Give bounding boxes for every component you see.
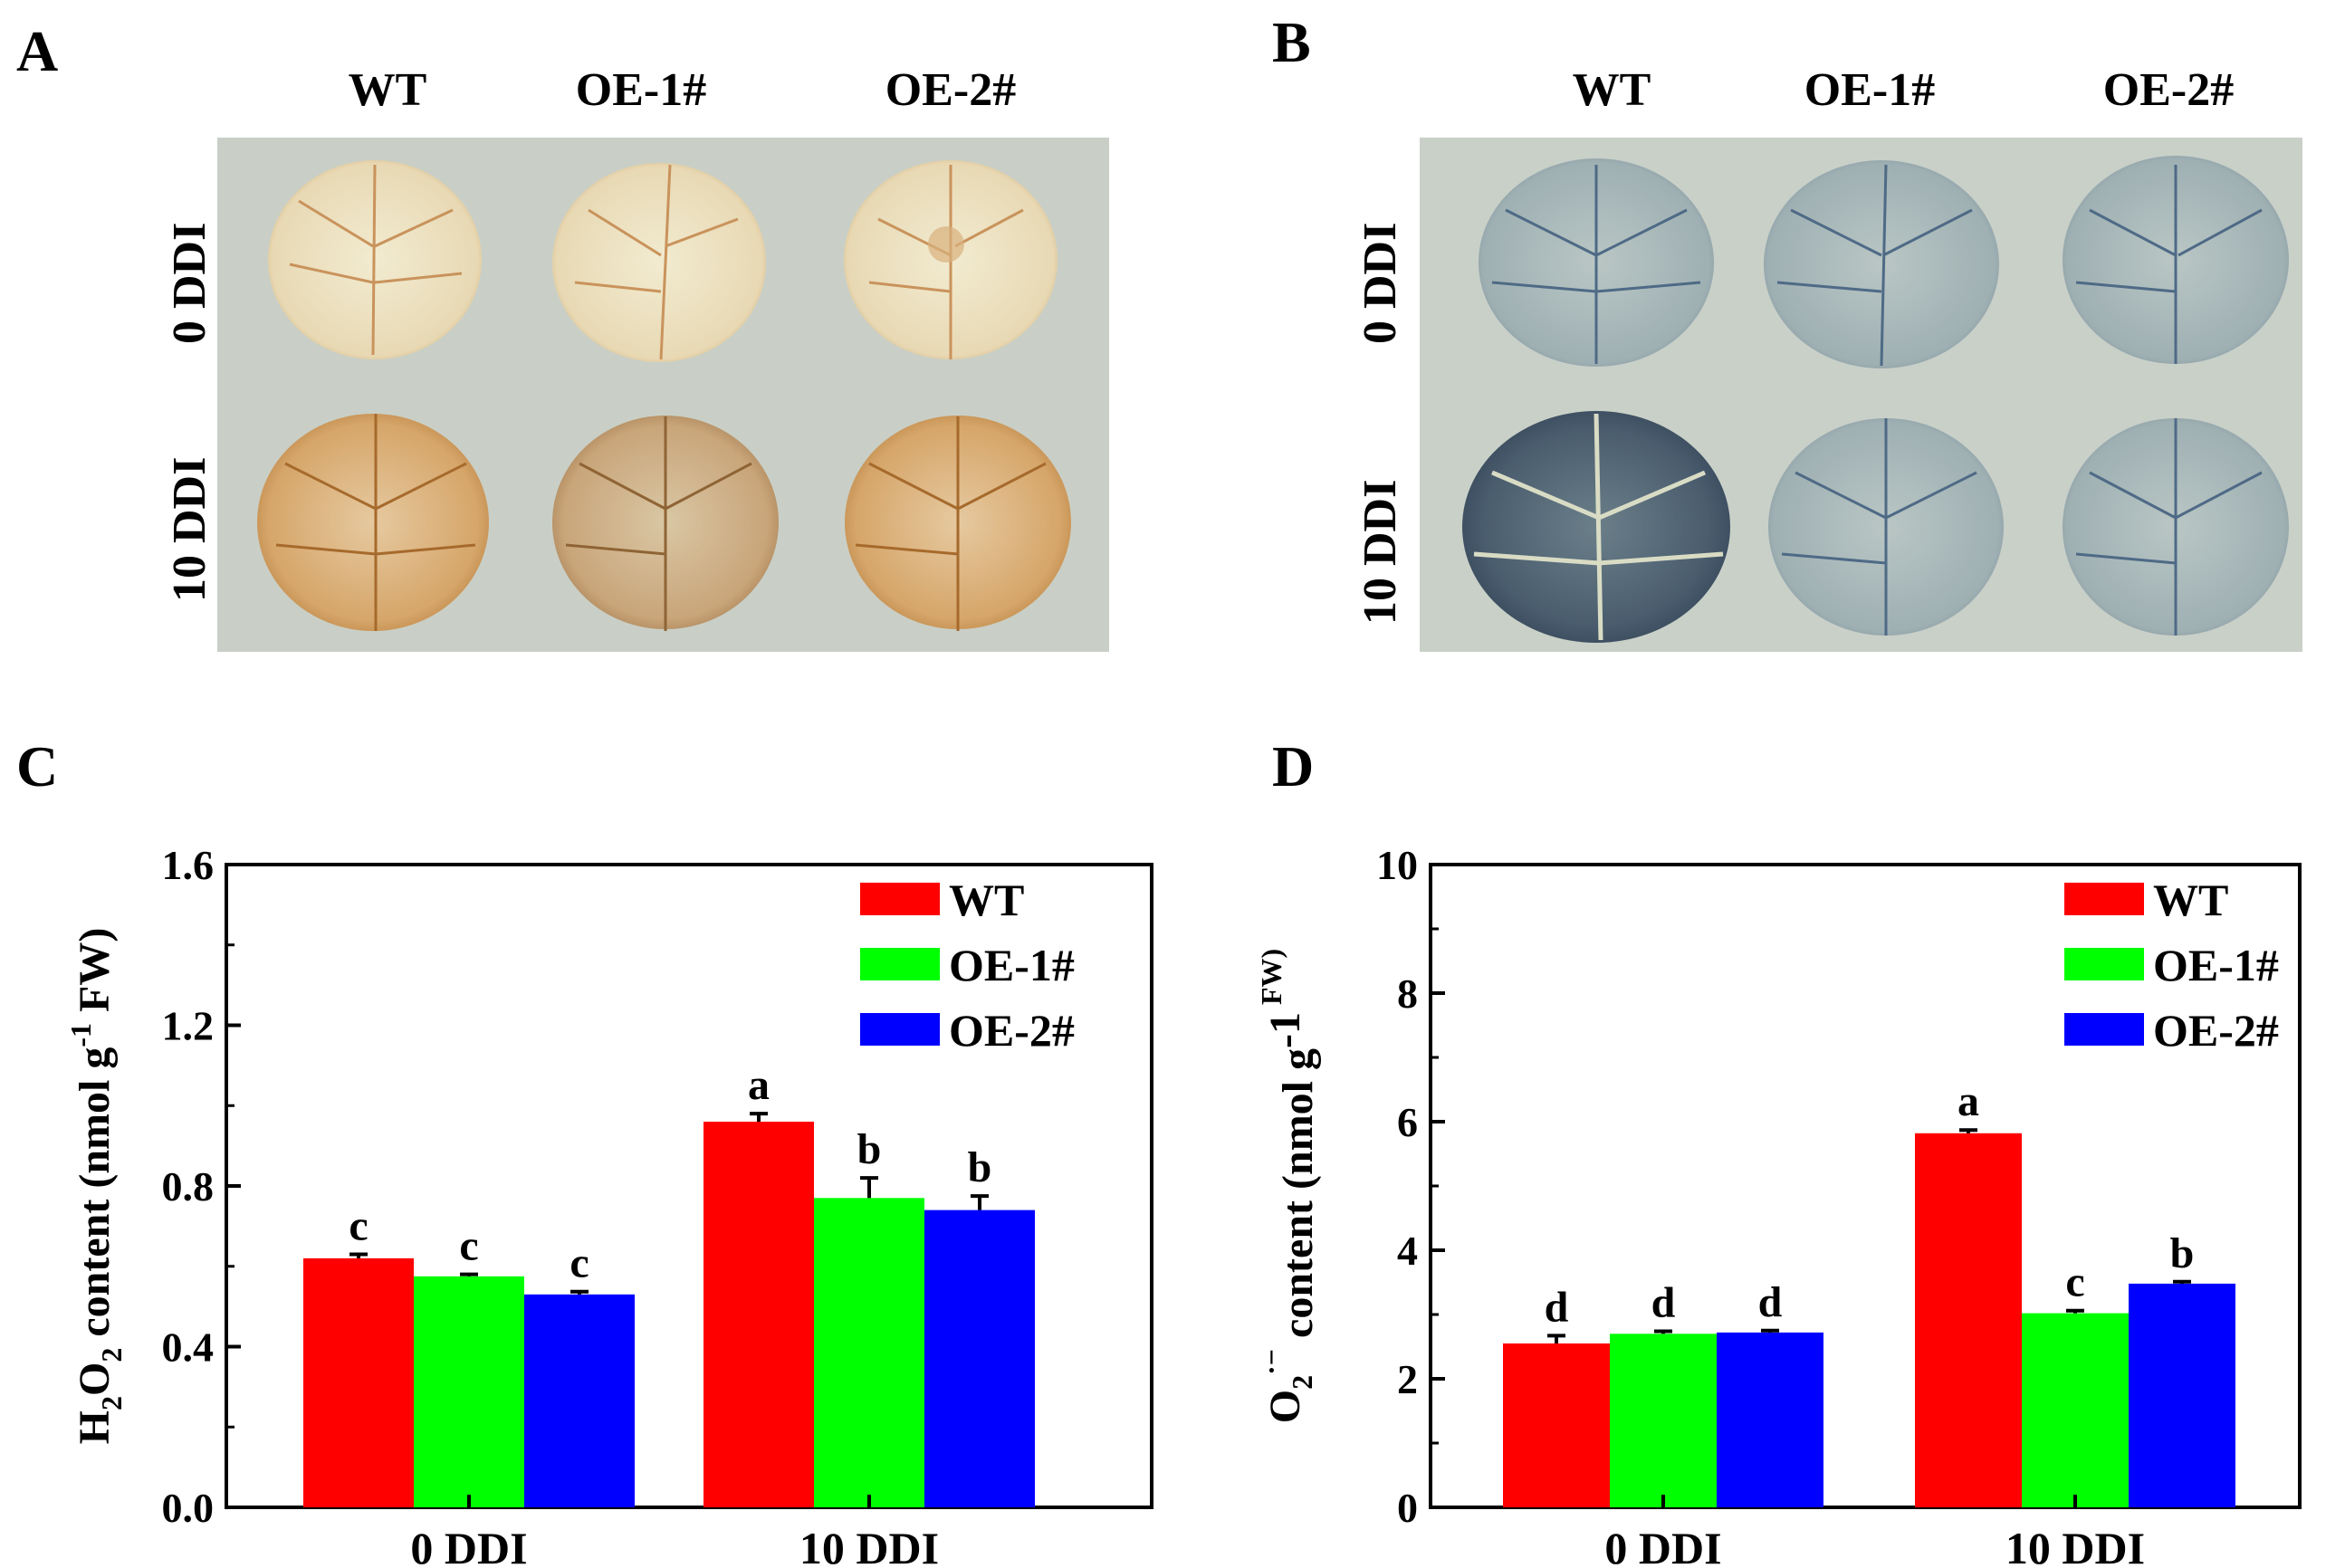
panel-a-photo xyxy=(217,138,1109,652)
chart-c-sig-letter: c xyxy=(459,1222,478,1270)
chart-d-bar-oe2-1 xyxy=(2129,1283,2235,1507)
chart-c-ytick-label: 1.2 xyxy=(162,1003,215,1049)
panel-b-col-oe1: OE-1# xyxy=(1804,64,1936,116)
chart-d-ylabel-part: O xyxy=(1261,1390,1309,1423)
chart-c-bar-oe2-1 xyxy=(924,1209,1035,1507)
chart-c-bar-wt-0 xyxy=(303,1257,414,1507)
chart-d-sig-letter: b xyxy=(2170,1229,2195,1277)
chart-d-ylabel-part: 2 xyxy=(1286,1375,1318,1390)
chart-c-legend-label: OE-2# xyxy=(949,1005,1075,1056)
chart-d-legend-label: OE-2# xyxy=(2153,1005,2279,1056)
chart-d-legend-swatch xyxy=(2064,948,2144,980)
chart-c-sig-letter: c xyxy=(349,1201,368,1249)
panel-b-leaf-wt-0ddi xyxy=(1479,158,1714,367)
chart-d-sig-letter: a xyxy=(1957,1077,1979,1125)
chart-d-legend-swatch xyxy=(2064,1013,2144,1046)
panel-a-leaf-wt-10ddi xyxy=(257,414,489,631)
panel-a-leaf-oe1-0ddi xyxy=(552,163,766,362)
panel-a-leaf-oe1-10ddi xyxy=(552,416,779,631)
chart-d-bar-oe2-0 xyxy=(1717,1332,1823,1507)
chart-c-ytick-label: 0.0 xyxy=(162,1485,215,1531)
chart-c-ytick-label: 0.4 xyxy=(162,1324,215,1371)
chart-c-ylabel-part: 2 xyxy=(95,1348,128,1362)
panel-a-row-10ddi: 10 DDI xyxy=(164,456,215,602)
chart-c-bar-oe2-0 xyxy=(524,1294,635,1507)
chart-d-ylabel: O2·− content (nmol g-1 FW) xyxy=(1255,949,1322,1423)
panel-b-col-oe2: OE-2# xyxy=(2102,64,2235,116)
panel-a-col-oe2: OE-2# xyxy=(885,64,1017,116)
chart-d-legend-swatch xyxy=(2064,883,2144,915)
chart-d-bar-oe1-1 xyxy=(2022,1313,2129,1507)
chart-c-legend-label: WT xyxy=(949,875,1024,925)
chart-c-ylabel: H2O2 content (nmol g-1 FW) xyxy=(64,928,128,1445)
chart-d-ytick-label: 10 xyxy=(1376,842,1418,888)
chart-c-ytick-label: 0.8 xyxy=(162,1163,215,1209)
panel-b-photo xyxy=(1420,138,2302,652)
chart-c-ylabel-part: H xyxy=(71,1410,119,1444)
panel-b-row-0ddi: 0 DDI xyxy=(1354,222,1406,344)
chart-c-ylabel-part: O xyxy=(71,1362,119,1396)
chart-c-xtick-label: 10 DDI xyxy=(799,1523,939,1568)
panel-d-letter: D xyxy=(1272,734,1315,798)
chart-d-ylabel-part: -1 xyxy=(1261,1012,1309,1048)
chart-c-legend-swatch xyxy=(860,948,940,980)
chart-d-legend-label: WT xyxy=(2153,875,2228,925)
panel-a-col-oe1: OE-1# xyxy=(575,64,707,116)
panel-a-leaf-wt-0ddi xyxy=(268,160,482,359)
chart-c-ylabel-part: 2 xyxy=(95,1396,128,1410)
chart-d-sig-letter: d xyxy=(1651,1278,1676,1326)
chart-d-legend-label: OE-1# xyxy=(2153,940,2279,990)
chart-c-bar-wt-1 xyxy=(704,1122,814,1507)
chart-c-legend-swatch xyxy=(860,883,940,915)
chart-d-ytick-label: 0 xyxy=(1397,1485,1418,1531)
panel-b-col-wt: WT xyxy=(1572,64,1651,116)
chart-d-sig-letter: d xyxy=(1545,1283,1569,1331)
chart-c-ylabel-part: content (nmol g xyxy=(71,1047,119,1348)
chart-c-xtick-label: 0 DDI xyxy=(410,1523,527,1568)
chart-c-sig-letter: b xyxy=(968,1143,992,1191)
panel-a-col-wt: WT xyxy=(348,64,427,116)
chart-d-ytick-label: 2 xyxy=(1397,1356,1418,1402)
chart-d-ylabel-part: content (nmol g xyxy=(1274,1048,1322,1349)
chart-d-ytick-label: 4 xyxy=(1397,1228,1418,1274)
chart-d-xtick-label: 10 DDI xyxy=(2005,1523,2145,1568)
panel-a-leaf-oe2-10ddi xyxy=(845,416,1071,631)
chart-d-bar-wt-0 xyxy=(1503,1343,1610,1507)
chart-c-bar-oe1-1 xyxy=(814,1198,924,1507)
chart-c-sig-letter: b xyxy=(857,1125,882,1173)
chart-c-legend-label: OE-1# xyxy=(949,940,1075,990)
chart-c-bar-oe1-0 xyxy=(414,1276,524,1507)
chart-d-sig-letter: c xyxy=(2065,1258,2084,1306)
chart-c-legend-swatch xyxy=(860,1013,940,1046)
panel-b-leaf-oe2-0ddi xyxy=(2063,156,2289,364)
chart-d-ytick-label: 6 xyxy=(1397,1099,1418,1145)
panel-c-letter: C xyxy=(16,734,59,798)
panel-b-letter: B xyxy=(1272,10,1311,74)
chart-c-sig-letter: c xyxy=(570,1239,589,1287)
chart-d-bar-wt-1 xyxy=(1915,1133,2022,1507)
chart-c-ylabel-part: FW) xyxy=(71,928,119,1023)
panel-b-leaf-oe2-10ddi xyxy=(2063,418,2289,636)
chart-d-ylabel-part: ·− xyxy=(1255,1349,1287,1375)
panel-b-row-10ddi: 10 DDI xyxy=(1354,479,1406,625)
panel-b-leaf-wt-10ddi xyxy=(1462,411,1730,643)
chart-c-sig-letter: a xyxy=(748,1061,770,1109)
chart-c-ytick-label: 1.6 xyxy=(162,842,215,888)
panel-a-leaf-oe2-0ddi xyxy=(844,160,1058,359)
chart-c-ylabel-part: -1 xyxy=(64,1023,97,1047)
chart-d-ylabel-part: FW) xyxy=(1255,949,1287,1012)
chart-d-xtick-label: 0 DDI xyxy=(1604,1523,1721,1568)
panel-a-letter: A xyxy=(16,19,59,83)
chart-d-ytick-label: 8 xyxy=(1397,970,1418,1017)
chart-d-sig-letter: d xyxy=(1758,1278,1783,1326)
panel-b-leaf-oe1-10ddi xyxy=(1768,418,2004,636)
panel-b-leaf-oe1-0ddi xyxy=(1764,160,1999,368)
chart-d-bar-oe1-0 xyxy=(1610,1334,1717,1507)
panel-a-row-0ddi: 0 DDI xyxy=(164,222,215,344)
